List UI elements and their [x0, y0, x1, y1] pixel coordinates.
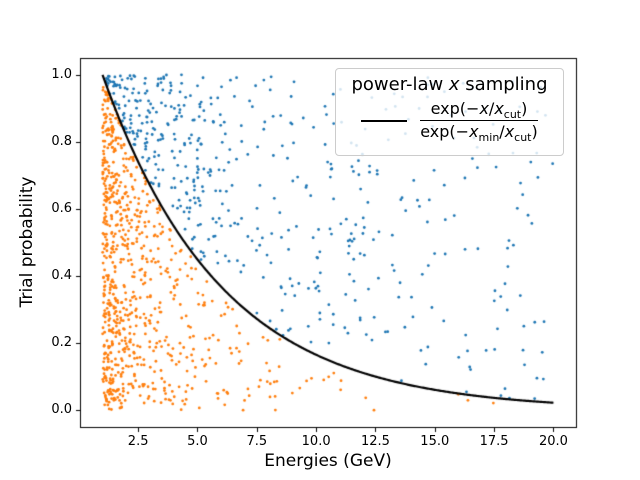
legend: power-law x sampling exp(−x/xcut) exp(−x… [335, 68, 564, 156]
formula-text: x [494, 99, 504, 118]
formula-text: x [448, 74, 460, 95]
x-tick-label: 10.0 [301, 434, 331, 449]
x-tick-label: 15.0 [420, 434, 450, 449]
formula-text: exp(− [420, 122, 470, 142]
formula-text: / [488, 99, 495, 118]
formula-text: x [469, 122, 479, 142]
y-tick-label: 0.8 [51, 133, 72, 149]
x-tick-label: 17.5 [479, 434, 509, 449]
formula-text: exp(− [430, 99, 480, 118]
x-tick-label: 12.5 [360, 434, 390, 449]
x-tick-label: 7.5 [246, 434, 268, 449]
formula-subscript: cut [514, 131, 532, 145]
formula-denominator: exp(−xmin/xcut) [420, 120, 538, 143]
curve-line-sample [361, 120, 408, 123]
y-tick-label: 0.6 [51, 200, 72, 216]
x-tick-label: 5.0 [187, 434, 208, 449]
formula-subscript: min [478, 131, 500, 145]
formula-text: power-law [351, 74, 449, 95]
y-tick-label: 1.0 [51, 66, 72, 82]
y-tick-label: 0.4 [51, 268, 72, 284]
formula-text: x [479, 99, 489, 118]
formula-text: / [499, 122, 505, 142]
y-tick-label: 0.2 [51, 335, 72, 351]
formula-text: sampling [459, 74, 548, 95]
formula-subscript: cut [503, 108, 522, 122]
legend-entry: exp(−x/xcut) exp(−xmin/xcut) [361, 99, 538, 143]
formula-text: ) [521, 99, 528, 118]
y-tick-label: 0.0 [51, 402, 72, 418]
y-axis-label: Trial probability [17, 176, 37, 308]
formula-text: ) [531, 122, 538, 142]
legend-title: power-law x sampling [351, 74, 547, 96]
x-axis-label: Energies (GeV) [264, 451, 392, 471]
x-tick-label: 20.0 [538, 434, 568, 449]
x-tick-label: 2.5 [127, 434, 149, 449]
formula-numerator: exp(−x/xcut) [420, 99, 538, 120]
formula-text: x [504, 122, 515, 142]
legend-formula: exp(−x/xcut) exp(−xmin/xcut) [420, 99, 538, 143]
